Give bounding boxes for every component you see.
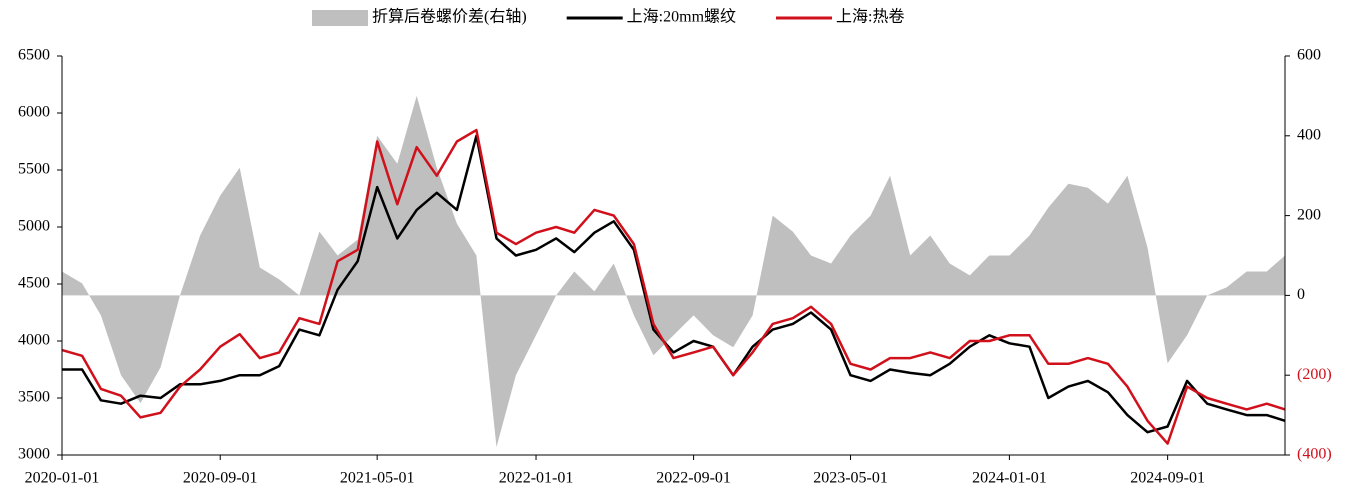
x-tick-label: 2021-05-01 bbox=[340, 470, 415, 487]
y-tick-label: 5500 bbox=[18, 161, 50, 178]
price-line bbox=[61, 128, 1286, 445]
y-tick-label: 6500 bbox=[18, 47, 50, 64]
y2-tick-label: (200) bbox=[1297, 366, 1332, 383]
y2-tick-label: 400 bbox=[1297, 126, 1321, 143]
y-tick-label: 5000 bbox=[18, 218, 50, 235]
legend-label: 折算后卷螺价差(右轴) bbox=[372, 7, 527, 26]
y-tick-label: 3000 bbox=[18, 446, 50, 463]
spread-area bbox=[62, 95, 1285, 448]
x-tick-label: 2024-01-01 bbox=[972, 470, 1047, 487]
x-tick-label: 2020-01-01 bbox=[25, 470, 100, 487]
y2-tick-label: 0 bbox=[1297, 286, 1305, 303]
price-line bbox=[62, 134, 1286, 434]
y-tick-label: 3500 bbox=[18, 389, 50, 406]
legend-swatch bbox=[312, 10, 368, 26]
y-tick-label: 4500 bbox=[18, 275, 50, 292]
legend-label: 上海:20mm螺纹 bbox=[627, 8, 736, 26]
legend-label: 上海:热卷 bbox=[836, 8, 904, 26]
y2-tick-label: 600 bbox=[1297, 47, 1321, 64]
x-tick-label: 2020-09-01 bbox=[183, 470, 258, 487]
x-tick-label: 2022-09-01 bbox=[656, 470, 731, 487]
y2-tick-label: 200 bbox=[1297, 206, 1321, 223]
y2-tick-label: (400) bbox=[1297, 446, 1332, 463]
x-tick-label: 2022-01-01 bbox=[499, 470, 574, 487]
x-tick-label: 2024-09-01 bbox=[1130, 470, 1205, 487]
y-tick-label: 6000 bbox=[18, 104, 50, 121]
legend: 折算后卷螺价差(右轴) 上海:20mm螺纹 上海:热卷 bbox=[312, 7, 904, 26]
y-tick-label: 4000 bbox=[18, 332, 50, 349]
x-tick-label: 2023-05-01 bbox=[813, 470, 888, 487]
